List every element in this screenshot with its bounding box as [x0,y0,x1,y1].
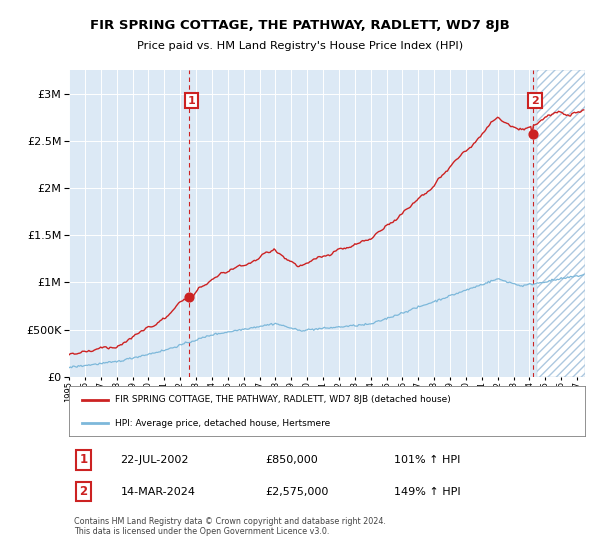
Text: Contains HM Land Registry data © Crown copyright and database right 2024.
This d: Contains HM Land Registry data © Crown c… [74,517,386,536]
Text: £850,000: £850,000 [265,455,318,465]
Text: 101% ↑ HPI: 101% ↑ HPI [394,455,460,465]
Text: 22-JUL-2002: 22-JUL-2002 [121,455,189,465]
Text: 1: 1 [79,453,88,466]
Text: 14-MAR-2024: 14-MAR-2024 [121,487,196,497]
Text: £2,575,000: £2,575,000 [265,487,328,497]
Text: HPI: Average price, detached house, Hertsmere: HPI: Average price, detached house, Hert… [115,419,331,428]
Point [528,129,538,138]
Text: 1: 1 [187,96,195,106]
Text: FIR SPRING COTTAGE, THE PATHWAY, RADLETT, WD7 8JB: FIR SPRING COTTAGE, THE PATHWAY, RADLETT… [90,18,510,32]
Text: Price paid vs. HM Land Registry's House Price Index (HPI): Price paid vs. HM Land Registry's House … [137,41,463,51]
Point [184,292,194,301]
Text: 149% ↑ HPI: 149% ↑ HPI [394,487,461,497]
Text: FIR SPRING COTTAGE, THE PATHWAY, RADLETT, WD7 8JB (detached house): FIR SPRING COTTAGE, THE PATHWAY, RADLETT… [115,395,451,404]
Text: 2: 2 [79,485,88,498]
Text: 2: 2 [531,96,539,106]
